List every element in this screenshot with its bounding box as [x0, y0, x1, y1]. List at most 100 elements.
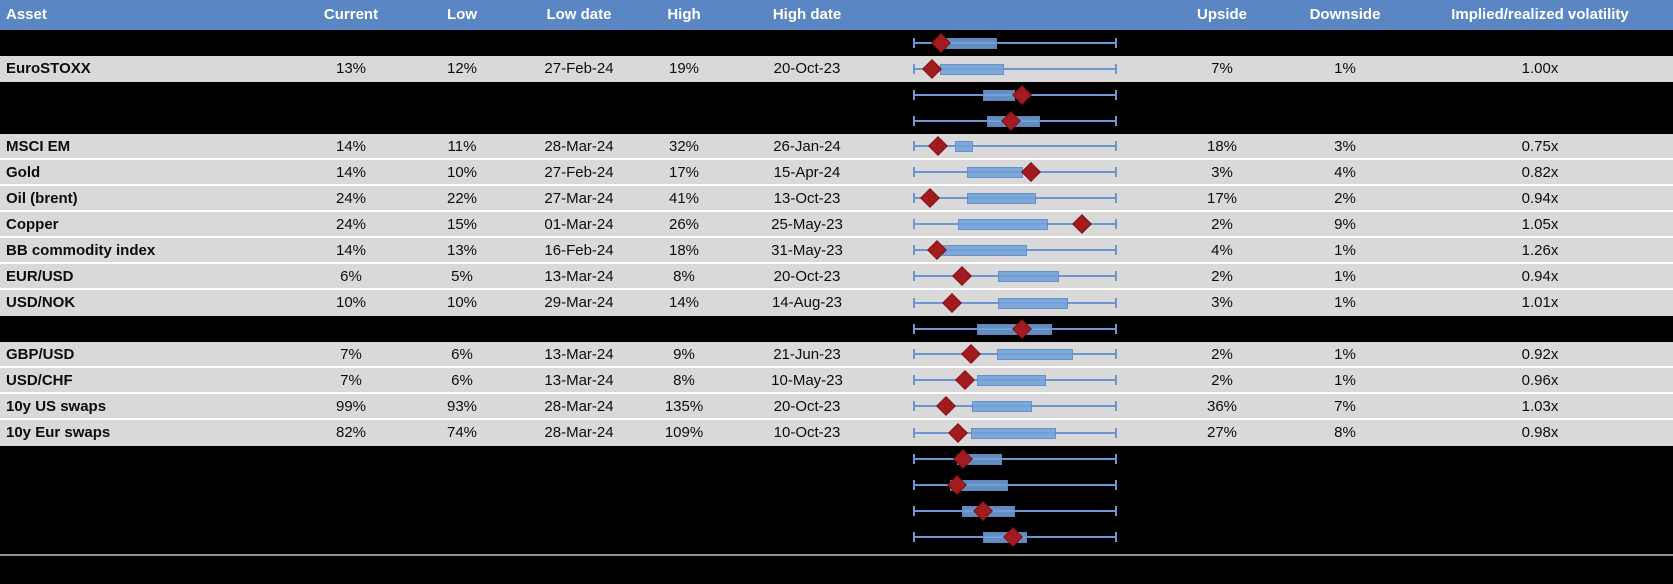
low-cell: 5% — [451, 268, 473, 285]
implied-cell — [1440, 82, 1640, 108]
asset-cell: EUR/USD — [6, 268, 74, 285]
table-row: USD/NOK 10% 10% 29-Mar-24 14% 14-Aug-23 … — [0, 290, 1673, 316]
table-row: Oil (brent) 24% 22% 27-Mar-24 41% 13-Oct… — [0, 186, 1673, 212]
asset-cell: 10y US swaps — [6, 398, 107, 415]
whisker-cap-right — [1115, 245, 1117, 255]
range-box — [998, 297, 1069, 309]
low-cell: 12% — [446, 60, 478, 77]
high-cell: 19% — [668, 60, 700, 77]
low-date-cell: 13-Mar-24 — [544, 372, 614, 389]
low-cell: 93% — [446, 398, 478, 415]
implied-cell: 0.94x — [1521, 190, 1559, 207]
upside-cell: 2% — [1211, 268, 1233, 285]
upside-cell — [1172, 316, 1272, 342]
whisker-cap-left — [913, 64, 915, 74]
implied-cell — [1440, 498, 1640, 524]
boxplot — [913, 108, 1117, 134]
whisker-cap-right — [1115, 141, 1117, 151]
table-row: EuroSTOXX 13% 12% 27-Feb-24 19% 20-Oct-2… — [0, 56, 1673, 82]
high-date-cell — [747, 446, 867, 472]
high-cell: 41% — [668, 190, 700, 207]
upside-cell: 18% — [1206, 138, 1238, 155]
asset-cell: GBP/USD — [6, 346, 75, 363]
implied-cell: 0.92x — [1521, 346, 1559, 363]
implied-cell — [1440, 524, 1640, 550]
table-row — [0, 108, 1673, 134]
low-date-cell — [519, 82, 639, 108]
low-date-cell: 01-Mar-24 — [544, 216, 614, 233]
asset-cell — [6, 446, 296, 472]
high-cell — [634, 498, 734, 524]
implied-cell: 1.26x — [1521, 242, 1559, 259]
boxplot — [913, 160, 1117, 184]
boxplot — [913, 290, 1117, 316]
table-row: EUR/USD 6% 5% 13-Mar-24 8% 20-Oct-23 2% … — [0, 264, 1673, 290]
upside-cell: 2% — [1211, 346, 1233, 363]
upside-cell: 27% — [1206, 424, 1238, 441]
asset-cell — [6, 82, 296, 108]
table-row: Gold 14% 10% 27-Feb-24 17% 15-Apr-24 3% … — [0, 160, 1673, 186]
upside-cell: 3% — [1211, 294, 1233, 311]
boxplot — [913, 498, 1117, 524]
whisker-cap-right — [1115, 428, 1117, 438]
whisker-cap-left — [913, 298, 915, 308]
table-row: USD/CHF 7% 6% 13-Mar-24 8% 10-May-23 2% … — [0, 368, 1673, 394]
implied-cell — [1440, 30, 1640, 56]
high-date-cell: 20-Oct-23 — [773, 60, 841, 77]
upside-cell: 2% — [1211, 372, 1233, 389]
whisker-cap-left — [913, 167, 915, 177]
current-marker-icon — [1072, 214, 1092, 234]
low-date-cell: 28-Mar-24 — [544, 138, 614, 155]
low-date-cell: 29-Mar-24 — [544, 294, 614, 311]
whisker-cap-left — [913, 401, 915, 411]
low-cell: 22% — [446, 190, 478, 207]
downside-cell — [1295, 30, 1395, 56]
asset-cell: USD/CHF — [6, 372, 73, 389]
low-cell: 11% — [447, 138, 477, 155]
table-row: GBP/USD 7% 6% 13-Mar-24 9% 21-Jun-23 2% … — [0, 342, 1673, 368]
boxplot — [913, 30, 1117, 56]
current-cell: 14% — [335, 242, 367, 259]
whisker-cap-right — [1115, 64, 1117, 74]
high-cell — [634, 82, 734, 108]
current-cell — [301, 446, 401, 472]
current-marker-icon — [1012, 85, 1032, 105]
downside-cell — [1295, 446, 1395, 472]
current-cell — [301, 524, 401, 550]
table-row: MSCI EM 14% 11% 28-Mar-24 32% 26-Jan-24 … — [0, 134, 1673, 160]
whisker-cap-right — [1115, 167, 1117, 177]
low-cell — [412, 30, 512, 56]
low-cell: 6% — [451, 346, 473, 363]
whisker-cap-right — [1115, 401, 1117, 411]
whisker-cap-left — [913, 141, 915, 151]
downside-cell — [1295, 108, 1395, 134]
boxplot — [913, 472, 1117, 498]
low-cell — [412, 82, 512, 108]
whisker-cap-left — [913, 245, 915, 255]
downside-cell: 1% — [1334, 60, 1356, 77]
implied-cell — [1440, 472, 1640, 498]
low-cell: 10% — [446, 294, 478, 311]
whisker-cap-right — [1115, 219, 1117, 229]
high-cell: 26% — [668, 216, 700, 233]
downside-cell — [1295, 82, 1395, 108]
current-marker-icon — [931, 33, 951, 53]
current-marker-icon — [952, 266, 972, 286]
low-cell — [412, 498, 512, 524]
high-cell — [634, 472, 734, 498]
whisker-cap-left — [913, 116, 915, 126]
range-box — [971, 400, 1032, 412]
whisker-cap-left — [913, 324, 915, 334]
boxplot — [913, 446, 1117, 472]
low-cell — [412, 472, 512, 498]
table-row: 10y US swaps 99% 93% 28-Mar-24 135% 20-O… — [0, 394, 1673, 420]
implied-cell: 1.01x — [1521, 294, 1559, 311]
high-date-cell: 31-May-23 — [771, 242, 843, 259]
implied-cell — [1440, 446, 1640, 472]
low-date-cell — [519, 524, 639, 550]
current-marker-icon — [955, 370, 975, 390]
implied-cell: 0.75x — [1521, 138, 1559, 155]
high-cell — [634, 524, 734, 550]
table-row — [0, 30, 1673, 56]
